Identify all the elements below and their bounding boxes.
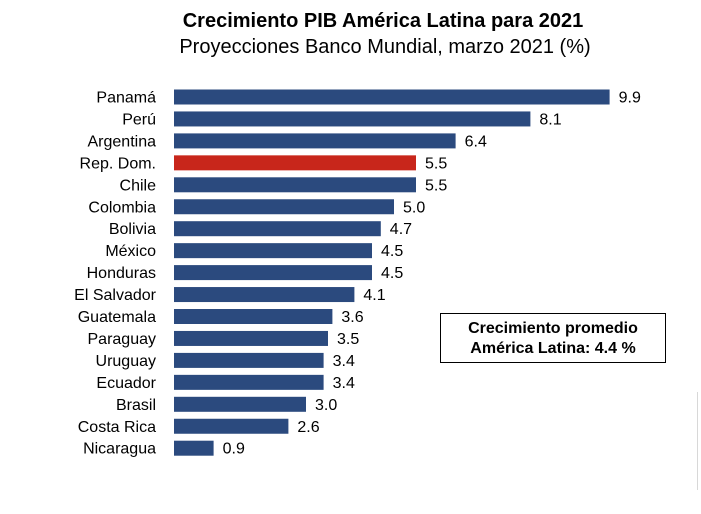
bar-bolivia (174, 221, 381, 237)
chart-subtitle: Proyecciones Banco Mundial, marzo 2021 (… (179, 36, 591, 58)
bar-el-salvador (174, 287, 355, 303)
category-label-guatemala: Guatemala (78, 309, 156, 326)
bar-rep-dom (174, 155, 416, 171)
category-label-el-salvador: El Salvador (74, 287, 156, 304)
divider-line (697, 392, 698, 490)
value-label-mexico: 4.5 (381, 243, 403, 260)
average-growth-annotation: Crecimiento promedio América Latina: 4.4… (440, 313, 666, 363)
category-label-brasil: Brasil (116, 397, 156, 414)
value-label-rep-dom: 5.5 (425, 155, 447, 172)
category-label-rep-dom: Rep. Dom. (80, 155, 156, 172)
value-label-bolivia: 4.7 (390, 221, 412, 238)
category-label-chile: Chile (120, 177, 157, 194)
category-label-paraguay: Paraguay (88, 331, 157, 348)
bar-argentina (174, 133, 456, 149)
bar-brasil (174, 396, 306, 412)
value-label-honduras: 4.5 (381, 265, 403, 282)
category-label-uruguay: Uruguay (96, 353, 156, 370)
bar-chile (174, 177, 416, 193)
bar-honduras (174, 265, 372, 281)
value-label-peru: 8.1 (539, 111, 561, 128)
chart-title: Crecimiento PIB América Latina para 2021 (182, 10, 584, 32)
value-label-panama: 9.9 (619, 90, 641, 107)
category-label-argentina: Argentina (88, 133, 157, 150)
bar-costa-rica (174, 418, 289, 434)
annotation-line-1: Crecimiento promedio (468, 320, 638, 337)
bar-peru (174, 111, 531, 127)
category-label-peru: Perú (122, 111, 156, 128)
bar-uruguay (174, 352, 324, 368)
category-label-colombia: Colombia (88, 199, 156, 216)
category-label-honduras: Honduras (87, 265, 156, 282)
value-label-argentina: 6.4 (465, 133, 487, 150)
bar-ecuador (174, 374, 324, 390)
bar-panama (174, 89, 610, 105)
category-label-ecuador: Ecuador (96, 375, 156, 392)
bar-nicaragua (174, 440, 214, 456)
category-label-mexico: México (105, 243, 156, 260)
value-label-chile: 5.5 (425, 177, 447, 194)
value-label-guatemala: 3.6 (341, 309, 363, 326)
value-label-paraguay: 3.5 (337, 331, 359, 348)
value-label-ecuador: 3.4 (333, 375, 355, 392)
bar-guatemala (174, 309, 333, 324)
bar-colombia (174, 199, 394, 215)
category-label-nicaragua: Nicaragua (83, 441, 156, 458)
annotation-line-2: América Latina: 4.4 % (470, 340, 636, 357)
bar-mexico (174, 243, 372, 259)
value-label-colombia: 5.0 (403, 199, 425, 216)
bar-paraguay (174, 330, 328, 346)
category-label-costa-rica: Costa Rica (78, 419, 156, 436)
category-label-bolivia: Bolivia (109, 221, 156, 238)
value-label-el-salvador: 4.1 (363, 287, 385, 304)
value-label-costa-rica: 2.6 (297, 419, 319, 436)
category-label-panama: Panamá (96, 90, 156, 107)
value-label-uruguay: 3.4 (333, 353, 355, 370)
value-label-nicaragua: 0.9 (223, 441, 245, 458)
value-label-brasil: 3.0 (315, 397, 337, 414)
